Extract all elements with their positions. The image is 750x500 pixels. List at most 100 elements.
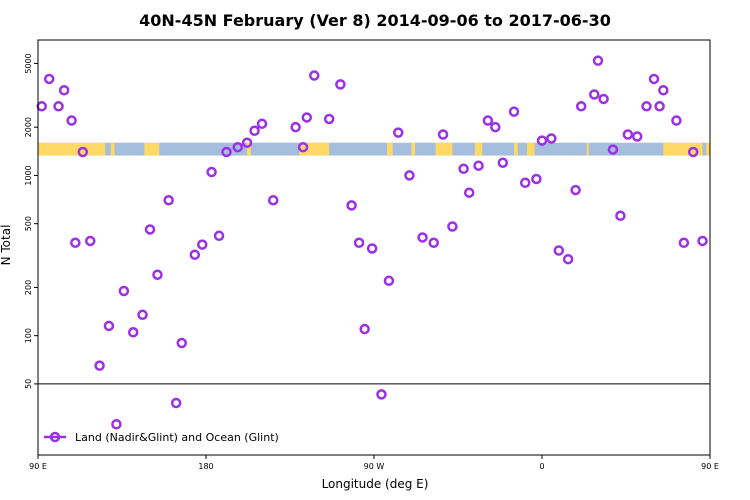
data-point	[622, 129, 634, 140]
data-point	[592, 55, 604, 66]
ocean-strip	[38, 142, 710, 156]
data-point	[176, 337, 187, 349]
data-point	[103, 320, 115, 332]
data-point	[482, 115, 494, 126]
x-tick-label: 90 W	[364, 462, 385, 471]
data-point	[137, 309, 148, 321]
data-point	[404, 170, 415, 181]
y-tick-label: 50	[24, 379, 33, 389]
data-point	[94, 360, 105, 371]
land-segment	[663, 142, 703, 156]
legend-label: Land (Nadir&Glint) and Ocean (Glint)	[75, 431, 279, 444]
data-point	[53, 101, 64, 112]
x-axis: 90 E 180 90 W 0 90 E	[29, 454, 719, 471]
data-point	[463, 187, 475, 198]
data-point	[553, 245, 565, 256]
y-tick-label: 1000	[24, 165, 33, 185]
data-point	[383, 275, 395, 287]
data-point	[546, 133, 557, 144]
data-point	[144, 224, 156, 235]
data-point	[77, 146, 89, 158]
data-point	[658, 85, 669, 96]
data-point	[678, 237, 690, 249]
data-point	[297, 141, 309, 153]
data-point	[687, 146, 699, 158]
plot-area-frame	[37, 39, 711, 456]
data-point	[335, 79, 346, 90]
y-tick-label: 200	[24, 280, 33, 295]
x-tick-label: 90 E	[701, 462, 719, 471]
data-point	[249, 125, 260, 137]
data-points	[36, 55, 708, 430]
data-point	[241, 137, 253, 148]
data-point	[458, 163, 469, 175]
data-point	[189, 249, 201, 260]
x-tick-label: 180	[198, 462, 213, 471]
data-point	[589, 89, 600, 100]
land-strip-segments	[38, 142, 710, 156]
data-point	[575, 101, 587, 112]
y-tick-label: 500	[24, 216, 33, 231]
data-point	[447, 221, 458, 232]
data-point	[170, 397, 182, 409]
data-point	[536, 135, 548, 146]
data-point	[267, 194, 279, 206]
data-point	[417, 232, 428, 243]
data-point	[697, 235, 708, 247]
legend: Land (Nadir&Glint) and Ocean (Glint)	[44, 431, 279, 444]
data-point	[36, 101, 47, 112]
data-point	[290, 121, 301, 133]
x-tick-label: 0	[539, 462, 544, 471]
data-point	[213, 230, 225, 242]
data-point	[615, 210, 626, 222]
land-segment	[527, 142, 535, 156]
data-point	[393, 127, 404, 138]
land-segment	[474, 142, 483, 156]
data-point	[641, 101, 652, 112]
data-point	[671, 115, 682, 126]
y-axis: 50 100 200 500 1000 2000 5000	[24, 53, 38, 389]
y-axis-label: N Total	[0, 225, 13, 266]
data-point	[570, 184, 581, 196]
data-point	[648, 73, 660, 85]
data-point	[301, 112, 313, 123]
land-ocean-strip	[38, 142, 710, 156]
data-point	[111, 419, 122, 430]
data-point	[353, 237, 365, 249]
data-point	[598, 93, 609, 105]
data-point	[519, 177, 531, 189]
data-point	[127, 327, 139, 338]
data-point	[437, 129, 449, 140]
data-point	[323, 113, 335, 125]
data-point	[531, 173, 542, 185]
land-segment	[435, 142, 453, 156]
x-axis-label: Longitude (deg E)	[322, 477, 429, 491]
data-point	[152, 269, 163, 280]
y-tick-label: 100	[24, 328, 33, 343]
y-tick-label: 5000	[24, 53, 33, 73]
x-tick-label: 90 E	[29, 462, 47, 471]
land-segment	[706, 142, 710, 156]
land-segment	[144, 142, 160, 156]
data-point	[607, 144, 619, 155]
land-segment	[110, 142, 115, 156]
data-point	[58, 85, 70, 96]
data-point	[43, 73, 55, 85]
data-point	[346, 200, 357, 211]
data-point	[376, 389, 387, 400]
data-point	[221, 146, 232, 158]
data-point	[428, 237, 439, 249]
legend-marker	[49, 431, 61, 443]
data-point	[366, 243, 378, 254]
data-point	[631, 131, 643, 142]
data-point	[163, 194, 174, 206]
data-point	[85, 235, 96, 247]
y-tick-label: 2000	[24, 117, 33, 137]
data-point	[473, 160, 484, 171]
land-segment	[247, 142, 251, 156]
data-point	[197, 239, 208, 250]
data-point	[232, 141, 243, 153]
land-segment	[586, 142, 589, 156]
data-point	[256, 118, 268, 130]
